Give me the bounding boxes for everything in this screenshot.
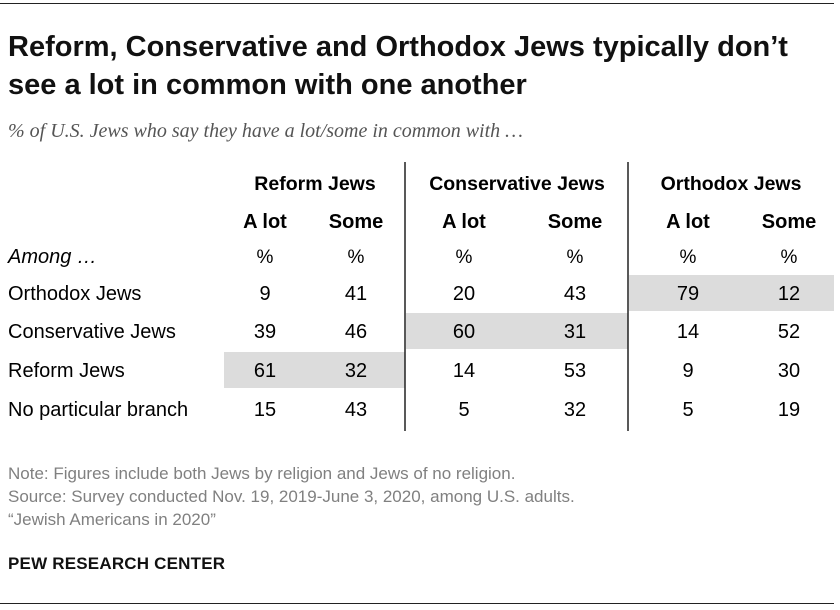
- row-label: Conservative Jews: [8, 321, 176, 343]
- table-cell: 30: [778, 360, 800, 382]
- table-cell: 9: [682, 360, 693, 382]
- table-cell: 32: [345, 360, 367, 382]
- group-header: Reform Jews: [254, 173, 376, 195]
- table-cell: 31: [564, 321, 586, 343]
- table-cell: 5: [682, 399, 693, 421]
- unit-label: %: [456, 247, 473, 268]
- table-cell: 15: [254, 399, 276, 421]
- highlight-band: [629, 275, 834, 311]
- highlight-band: [406, 313, 628, 349]
- table-cell: 5: [458, 399, 469, 421]
- table-cell: 14: [677, 321, 699, 343]
- table-cell: 79: [677, 283, 699, 305]
- table-cell: 46: [345, 321, 367, 343]
- table-cell: 9: [259, 283, 270, 305]
- row-label: Reform Jews: [8, 360, 125, 382]
- subcolumn-header: A lot: [442, 211, 486, 233]
- table-cell: 61: [254, 360, 276, 382]
- table-cell: 52: [778, 321, 800, 343]
- table-cell: 43: [564, 283, 586, 305]
- subcolumn-header: A lot: [666, 211, 710, 233]
- subcolumn-header: Some: [329, 211, 383, 233]
- table-cell: 43: [345, 399, 367, 421]
- unit-label: %: [348, 247, 365, 268]
- brand-logo-text: PEW RESEARCH CENTER: [8, 554, 226, 573]
- data-table: Reform Jews Conservative Jews Orthodox Jew…: [7, 162, 834, 431]
- subcolumn-header: Some: [548, 211, 602, 233]
- table-cell: 41: [345, 283, 367, 305]
- unit-label: %: [680, 247, 697, 268]
- bottom-rule: [0, 603, 834, 604]
- row-header-label: Among …: [7, 246, 97, 268]
- table-cell: 14: [453, 360, 475, 382]
- table-cell: 39: [254, 321, 276, 343]
- top-rule: [0, 3, 834, 4]
- row-label: Orthodox Jews: [8, 283, 141, 305]
- table-cell: 20: [453, 283, 475, 305]
- subcolumn-header: A lot: [243, 211, 287, 233]
- table-cell: 19: [778, 399, 800, 421]
- subcolumn-header: Some: [762, 211, 816, 233]
- chart-title: Reform, Conservative and Orthodox Jews t…: [8, 31, 788, 101]
- highlight-band: [224, 352, 405, 388]
- report-text: “Jewish Americans in 2020”: [8, 510, 216, 529]
- chart-subtitle: % of U.S. Jews who say they have a lot/s…: [8, 120, 523, 142]
- table-cell: 12: [778, 283, 800, 305]
- unit-label: %: [781, 247, 798, 268]
- unit-label: %: [567, 247, 584, 268]
- unit-label: %: [257, 247, 274, 268]
- note-text: Note: Figures include both Jews by relig…: [8, 464, 516, 483]
- group-header: Conservative Jews: [429, 173, 605, 195]
- table-cell: 60: [453, 321, 475, 343]
- source-text: Source: Survey conducted Nov. 19, 2019-J…: [8, 487, 575, 506]
- notes-block: Note: Figures include both Jews by relig…: [8, 462, 575, 531]
- table-cell: 32: [564, 399, 586, 421]
- row-label: No particular branch: [8, 399, 188, 421]
- group-header: Orthodox Jews: [661, 173, 802, 195]
- table-cell: 53: [564, 360, 586, 382]
